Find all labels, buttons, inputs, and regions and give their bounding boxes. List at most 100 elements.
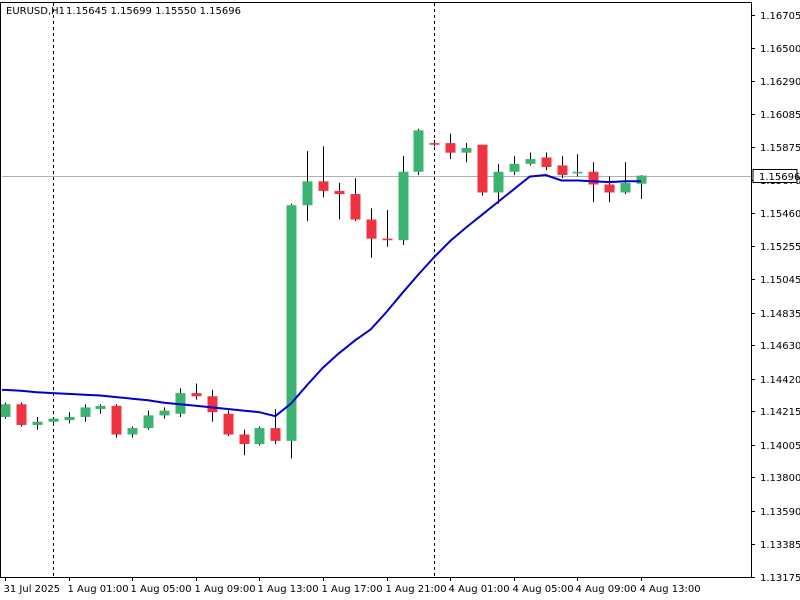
price-tick-label: 1.16085 — [760, 110, 800, 121]
candle-body — [525, 159, 536, 164]
candle — [239, 429, 250, 456]
candle-body — [572, 171, 583, 174]
candle — [95, 404, 106, 414]
candle-body — [588, 171, 599, 185]
price-tick-label: 1.13385 — [760, 540, 800, 551]
candle-body — [413, 130, 424, 172]
candle-body — [620, 182, 631, 193]
price-tick-label: 1.16290 — [760, 77, 800, 88]
candle — [620, 162, 631, 195]
candle — [207, 389, 218, 422]
candle — [477, 144, 488, 196]
candle-body — [334, 190, 345, 195]
candle-body — [493, 171, 504, 193]
candle — [461, 143, 472, 163]
candle-body — [382, 238, 393, 241]
moving-average-line — [2, 173, 641, 418]
candle-body — [191, 393, 202, 397]
candle — [334, 182, 345, 220]
candle-body — [445, 143, 456, 153]
time-tick-label: 4 Aug 09:00 — [576, 584, 637, 595]
candle-body — [398, 171, 409, 241]
candle-body — [557, 165, 568, 175]
candle-body — [366, 219, 377, 239]
time-tick-label: 1 Aug 13:00 — [258, 584, 319, 595]
candle — [127, 426, 138, 438]
candle-body — [16, 404, 27, 425]
price-tick-label: 1.14630 — [760, 341, 800, 352]
candle-body — [127, 428, 138, 435]
candle-body — [207, 396, 218, 413]
candle-body — [64, 416, 75, 421]
candle-body — [477, 144, 488, 193]
candle — [350, 178, 361, 222]
price-tick-label: 1.16500 — [760, 44, 800, 55]
candle — [143, 410, 154, 430]
candle — [318, 146, 329, 198]
time-tick-label: 1 Aug 01:00 — [68, 584, 129, 595]
price-tick-label: 1.14005 — [760, 441, 800, 452]
candle-body — [80, 407, 91, 417]
candles — [0, 128, 647, 459]
candle-body — [636, 175, 647, 184]
time-tick-label: 31 Jul 2025 — [4, 584, 61, 595]
candle-body — [302, 181, 313, 206]
current-price-tag-background — [752, 169, 798, 183]
candle — [636, 175, 647, 199]
price-tick-label: 1.14215 — [760, 407, 800, 418]
price-tick-label: 1.13800 — [760, 473, 800, 484]
price-tick-label: 1.15875 — [760, 143, 800, 154]
candle-body — [509, 163, 520, 172]
candle — [557, 155, 568, 179]
candle — [525, 152, 536, 166]
candle — [509, 155, 520, 175]
candle-body — [143, 415, 154, 429]
price-tick-label: 1.13590 — [760, 507, 800, 518]
time-tick-label: 1 Aug 21:00 — [386, 584, 447, 595]
candle-body — [270, 428, 281, 441]
candle-body — [604, 184, 615, 193]
candle — [254, 426, 265, 446]
candle — [48, 416, 59, 425]
candle-body — [32, 421, 43, 425]
time-tick-label: 4 Aug 13:00 — [640, 584, 701, 595]
symbol-timeframe: EURUSD,H1 — [6, 6, 65, 17]
candle-body — [350, 194, 361, 220]
candle-body — [95, 405, 106, 410]
time-tick-label: 4 Aug 01:00 — [449, 584, 510, 595]
candle-body — [111, 405, 122, 435]
candle — [541, 152, 552, 171]
price-tick-label: 1.15045 — [760, 275, 800, 286]
candle — [604, 176, 615, 203]
plot-frame — [0, 2, 752, 578]
price-tick-label: 1.14420 — [760, 375, 800, 386]
price-tick-label: 1.15255 — [760, 242, 800, 253]
candle — [366, 208, 377, 258]
time-tick-label: 1 Aug 09:00 — [195, 584, 256, 595]
candle-body — [318, 181, 329, 191]
candle — [223, 410, 234, 437]
candle — [572, 154, 583, 177]
candle — [429, 139, 440, 147]
candle — [191, 383, 202, 400]
price-axis[interactable]: 1.16705 1.16500 1.16290 1.16085 1.15875 1.156… — [751, 11, 800, 584]
candle — [398, 155, 409, 246]
candle — [80, 404, 91, 422]
candle-body — [541, 157, 552, 167]
candle-body — [461, 147, 472, 153]
time-axis[interactable]: 31 Jul 2025 1 Aug 01:00 1 Aug 05:00 1 Aug 0… — [4, 577, 701, 595]
moving-average — [2, 173, 641, 418]
candle — [64, 412, 75, 424]
candle-body — [254, 428, 265, 445]
candle-body — [223, 413, 234, 435]
candle-body — [48, 418, 59, 422]
candle — [32, 416, 43, 430]
candle-body — [0, 404, 11, 417]
time-tick-label: 1 Aug 05:00 — [131, 584, 192, 595]
current-price-label: 1.15696 — [759, 172, 800, 183]
candle-body — [159, 410, 170, 416]
candle — [111, 404, 122, 438]
candle — [445, 133, 456, 160]
